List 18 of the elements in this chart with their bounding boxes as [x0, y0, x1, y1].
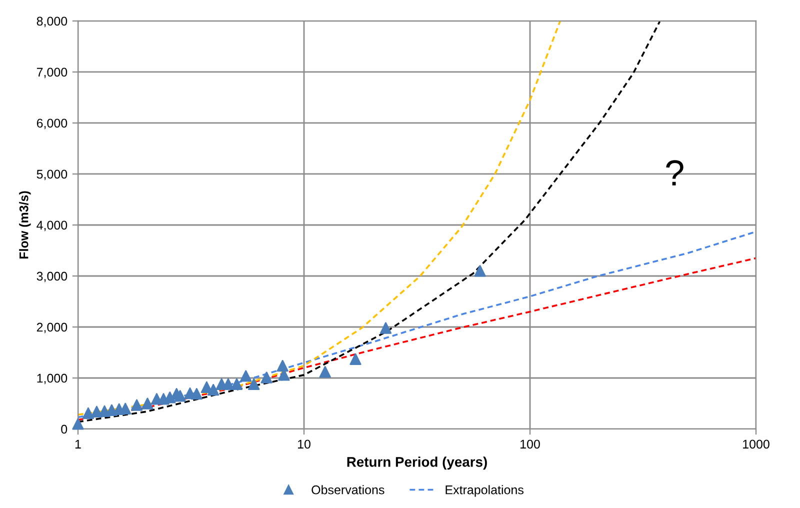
x-tick-label: 1000: [743, 440, 770, 449]
y-tick-label: 6,000: [36, 118, 68, 130]
x-tick-label: 10: [298, 440, 310, 449]
y-tick-label: 2,000: [36, 322, 68, 334]
y-tick-label: 8,000: [36, 16, 68, 28]
x-tick-label: 1: [75, 440, 81, 448]
legend-label: Extrapolations: [446, 485, 524, 497]
y-tick-label: 5,000: [36, 170, 68, 180]
annotation: ?: [666, 160, 684, 186]
y-tick-label: 7,000: [36, 68, 68, 78]
y-tick-label: 1,000: [37, 374, 68, 384]
y-axis-title: Flow (m3/s): [19, 191, 31, 259]
y-tick-label: 4,000: [36, 220, 68, 232]
y-tick-label: 0: [61, 424, 68, 434]
x-axis-title: Return Period (years): [347, 456, 487, 470]
x-tick-label: 100: [520, 440, 540, 449]
legend-label: Observations: [312, 485, 384, 494]
y-tick-label: 3,000: [36, 272, 68, 282]
